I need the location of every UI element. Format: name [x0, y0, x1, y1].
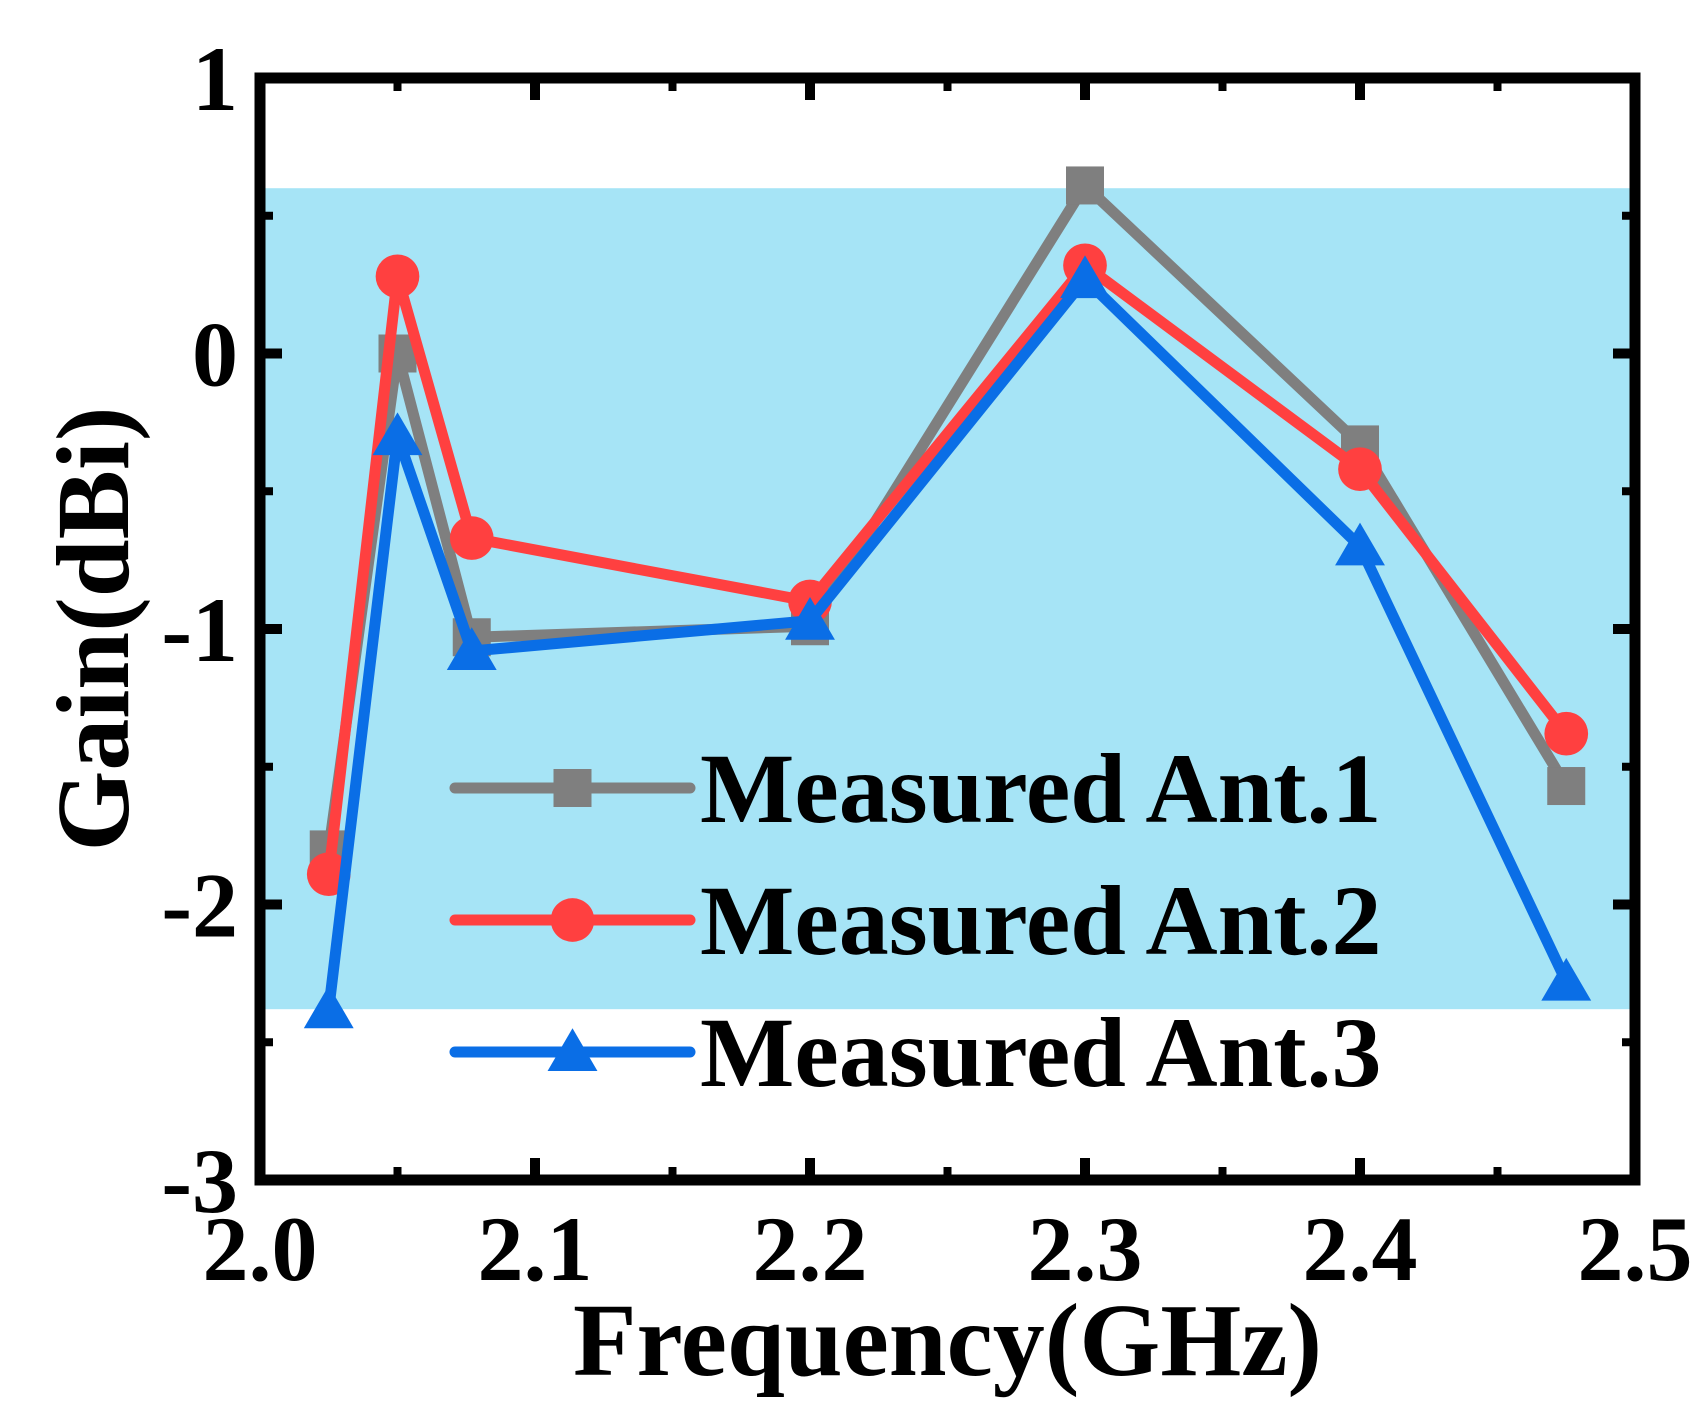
series-3-point [785, 596, 835, 640]
shaded-band-layer [260, 188, 1635, 1010]
x-tick-label: 2.2 [753, 1198, 868, 1300]
legend-marker-3 [547, 1028, 598, 1071]
series-3-point [1060, 255, 1110, 299]
x-tick-label: 2.5 [1578, 1198, 1693, 1300]
x-axis-title: Frequency(GHz) [573, 1283, 1322, 1398]
legend-marker-1 [553, 769, 592, 807]
series-1-point [1547, 767, 1586, 806]
series-2-point [375, 254, 420, 299]
legend-entry-3: Measured Ant.3 [449, 997, 1382, 1108]
legend-label-1: Measured Ant.1 [700, 733, 1382, 844]
series-2-point [449, 516, 494, 560]
y-tick-label: 0 [192, 304, 238, 406]
legend: Measured Ant.1 Measured Ant.2 Measured Ant… [449, 733, 1382, 1108]
series-3-point [1335, 522, 1385, 566]
x-tick-label: 2.4 [1303, 1198, 1418, 1300]
axes-layer: 2.0 2.1 2.2 2.3 2.4 2.5 1 0 -1 -2 -3 Frequency(GHz)… [36, 28, 1693, 1398]
series-3-point [372, 412, 423, 456]
series-3 [303, 255, 1592, 1029]
legend-label-2: Measured Ant.2 [700, 865, 1382, 976]
x-tick-label: 2.1 [478, 1198, 593, 1300]
x-tick-label: 2.3 [1028, 1198, 1143, 1300]
series-3-point [303, 985, 354, 1029]
series-2-point [1338, 447, 1382, 492]
y-tick-label: -3 [161, 1130, 238, 1232]
legend-label-3: Measured Ant.3 [700, 997, 1382, 1108]
legend-entry-1: Measured Ant.1 [449, 733, 1382, 844]
y-tick-label: -1 [161, 579, 238, 681]
series-2-point [1544, 711, 1589, 756]
series-3-point [1541, 957, 1592, 1001]
y-axis-title: Gain(dBi) [36, 407, 151, 852]
series-3-point [446, 627, 497, 671]
legend-marker-2 [550, 898, 595, 942]
x-tick-label: 2.0 [203, 1198, 318, 1300]
series-layer [303, 166, 1592, 1029]
y-tick-label: -2 [161, 855, 238, 957]
legend-entry-2: Measured Ant.2 [449, 865, 1382, 976]
series-1-point [1066, 166, 1104, 205]
shaded-band [260, 188, 1635, 1010]
y-tick-label: 1 [192, 28, 238, 130]
